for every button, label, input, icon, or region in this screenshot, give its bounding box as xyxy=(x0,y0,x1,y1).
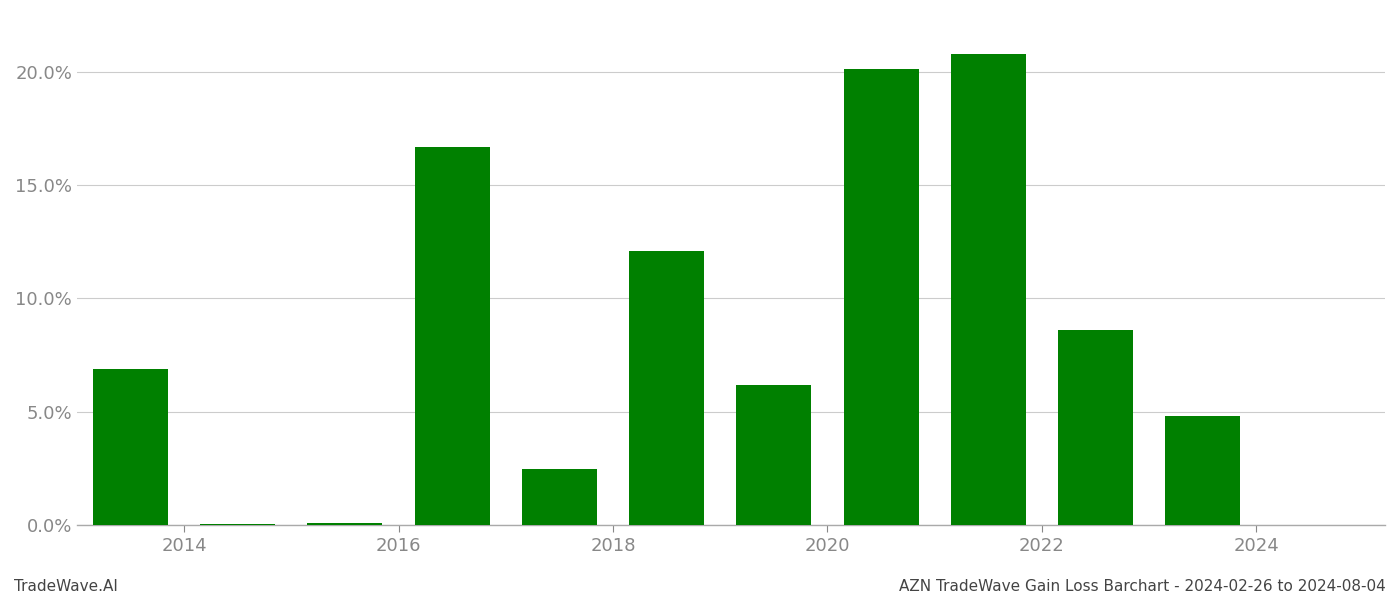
Bar xyxy=(629,251,704,525)
Bar xyxy=(200,524,276,525)
Bar xyxy=(951,53,1026,525)
Bar xyxy=(92,369,168,525)
Bar xyxy=(414,146,490,525)
Text: TradeWave.AI: TradeWave.AI xyxy=(14,579,118,594)
Bar xyxy=(522,469,596,525)
Bar xyxy=(1165,416,1240,525)
Bar xyxy=(844,70,918,525)
Bar xyxy=(308,523,382,525)
Text: AZN TradeWave Gain Loss Barchart - 2024-02-26 to 2024-08-04: AZN TradeWave Gain Loss Barchart - 2024-… xyxy=(899,579,1386,594)
Bar xyxy=(1058,330,1133,525)
Bar xyxy=(736,385,812,525)
